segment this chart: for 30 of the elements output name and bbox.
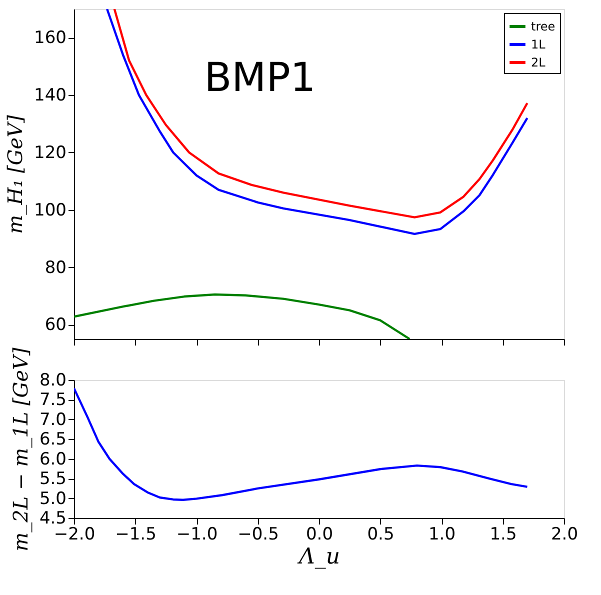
x-tick-label: 1.0 (428, 524, 456, 544)
y-tick-label: 5.0 (39, 488, 66, 509)
x-tick-label: −0.5 (238, 524, 279, 544)
x-tick-label: 2.0 (550, 524, 578, 544)
x-tick-label: 1.5 (490, 524, 517, 544)
y-tick-label: 100 (34, 200, 66, 220)
y-tick-label: 120 (34, 142, 66, 163)
legend-label: 2L (531, 56, 546, 70)
x-tick-label: 0.0 (306, 524, 334, 544)
annotation: BMP1 (204, 55, 316, 101)
y-tick-label: 7.0 (39, 410, 66, 430)
x-tick-label: −1.5 (115, 524, 156, 544)
x-tick-label: −1.0 (176, 524, 218, 544)
line-series (74, 293, 411, 339)
y-tick-label: 60 (44, 315, 66, 336)
legend-label: tree (531, 20, 556, 34)
legend-label: 1L (531, 38, 546, 52)
y-axis-title: m_2L − m_1L [GeV] (8, 347, 32, 552)
x-tick-label: 0.5 (367, 524, 394, 544)
y-tick-label: 80 (44, 258, 66, 278)
x-axis-title: Λ_u (296, 544, 340, 570)
y-tick-label: 140 (34, 86, 66, 106)
y-axis-title: m_H₁ [GeV] (3, 114, 28, 234)
y-tick-label: 7.5 (39, 390, 66, 410)
y-tick-label: 8.0 (39, 370, 66, 390)
y-tick-label: 160 (34, 28, 66, 48)
line-series (74, 387, 528, 501)
y-tick-label: 6.0 (39, 449, 66, 470)
y-tick-label: 5.5 (39, 469, 66, 490)
y-tick-label: 6.5 (39, 430, 66, 450)
